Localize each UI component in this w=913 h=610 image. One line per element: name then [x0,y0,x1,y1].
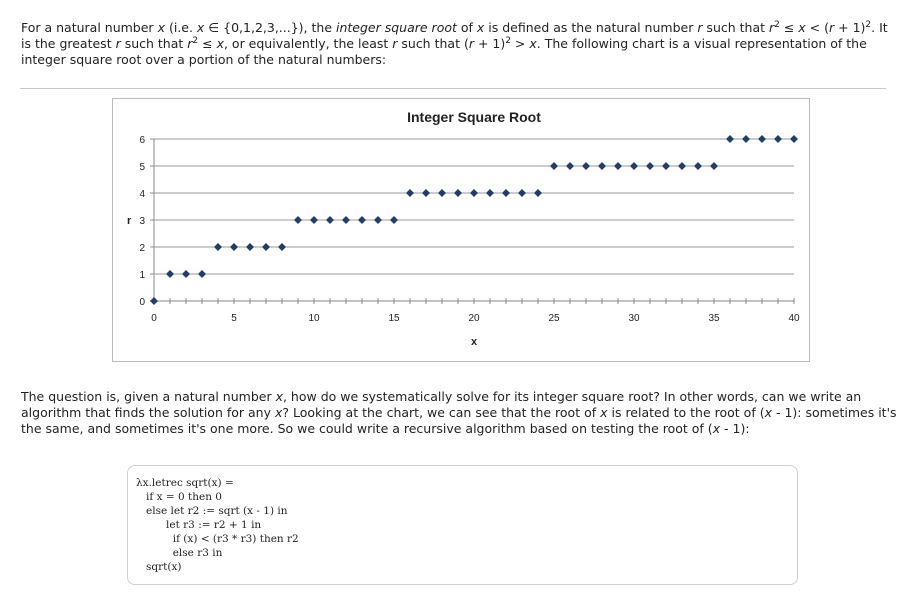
data-point [630,162,638,170]
y-axis-label: r [127,215,132,227]
code-block: λx.letrec sqrt(x) = if x = 0 then 0 else… [127,465,798,585]
integer-sqrt-chart: Integer Square Root 0 1 2 3 4 5 6 0 5 10 15 20 25 30 35… [112,98,810,362]
x-tick-label: 20 [468,313,480,324]
x-tick-label: 15 [388,313,400,324]
data-point [470,189,478,197]
y-tick-label: 0 [139,297,145,308]
chart-svg: Integer Square Root 0 1 2 3 4 5 6 0 5 10 15 20 25 30 35… [127,109,800,348]
data-point [278,243,286,251]
data-point [566,162,574,170]
data-point [246,243,254,251]
data-point [486,189,494,197]
data-point [214,243,222,251]
y-tick-label: 5 [139,162,145,173]
data-point [710,162,718,170]
data-point [774,135,782,143]
x-tick-label: 30 [628,313,640,324]
y-tick-label: 3 [139,216,145,227]
data-point [326,216,334,224]
data-point [758,135,766,143]
data-point [166,270,174,278]
intro-paragraph: For a natural number x (i.e. x ∈ {0,1,2,… [21,19,888,67]
x-tick-label: 0 [151,313,157,324]
section-divider [20,88,886,89]
data-point [422,189,430,197]
data-point [342,216,350,224]
data-point [550,162,558,170]
data-point [150,297,158,305]
data-point [790,135,798,143]
data-point [294,216,302,224]
data-point [390,216,398,224]
data-point [518,189,526,197]
x-tick-label: 35 [708,313,720,324]
y-tick-label: 2 [139,243,145,254]
data-point [582,162,590,170]
data-point [262,243,270,251]
data-point [646,162,654,170]
data-point [438,189,446,197]
y-tick-label: 1 [139,270,145,281]
data-point [598,162,606,170]
data-point [454,189,462,197]
data-point [502,189,510,197]
data-point [678,162,686,170]
data-point [406,189,414,197]
y-tick-label: 6 [139,135,145,146]
data-point [198,270,206,278]
data-point [310,216,318,224]
data-point [358,216,366,224]
data-point [182,270,190,278]
y-tick-label: 4 [139,189,145,200]
x-tick-label: 10 [308,313,320,324]
x-tick-label: 5 [231,313,237,324]
data-point [230,243,238,251]
x-axis-label: x [471,336,478,348]
question-paragraph: The question is, given a natural number … [21,389,897,436]
data-point [726,135,734,143]
code-text: λx.letrec sqrt(x) = if x = 0 then 0 else… [136,477,299,573]
x-tick-label: 40 [788,313,800,324]
x-tick-label: 25 [548,313,560,324]
data-point [374,216,382,224]
data-point [614,162,622,170]
data-point [534,189,542,197]
chart-title: Integer Square Root [407,109,541,125]
data-point [662,162,670,170]
data-point [694,162,702,170]
data-point [742,135,750,143]
